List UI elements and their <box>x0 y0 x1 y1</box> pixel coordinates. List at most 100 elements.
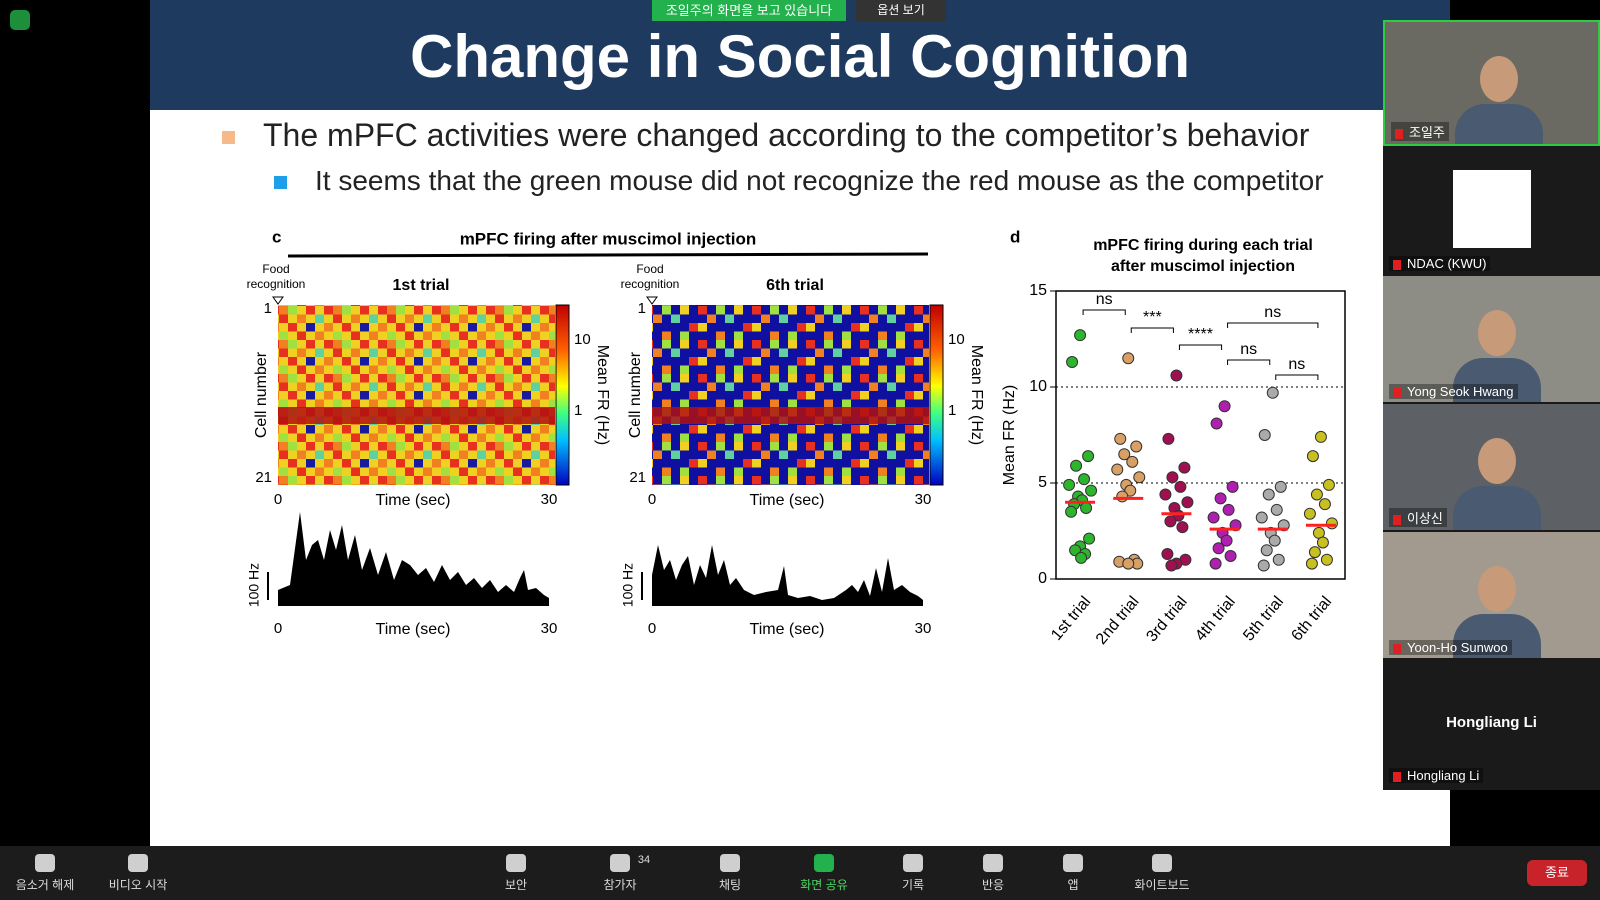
data-point <box>1255 511 1268 524</box>
y-tick-label: 0 <box>1038 570 1047 587</box>
chart-title: mPFC firing during each trial <box>1093 237 1313 254</box>
toolbar-icon[interactable] <box>506 854 526 872</box>
data-point <box>1126 455 1139 468</box>
psth-trace <box>652 545 923 606</box>
data-point <box>1118 448 1131 461</box>
event-marker <box>646 296 658 305</box>
heatmap-band <box>652 407 929 424</box>
toolbar-icon[interactable] <box>983 854 1003 872</box>
significance-bracket <box>1082 309 1126 315</box>
toolbar-icon[interactable] <box>610 854 630 872</box>
participant-display-name: Hongliang Li <box>1446 714 1537 731</box>
data-point <box>1308 546 1321 559</box>
toolbar-icon[interactable] <box>1063 854 1083 872</box>
x-tick-label: 1st trial <box>1048 593 1094 643</box>
data-point <box>1274 480 1287 493</box>
panel-label: c <box>272 227 281 246</box>
toolbar-label[interactable]: 채팅 <box>718 878 742 892</box>
heatmap <box>278 305 555 485</box>
data-point <box>1159 488 1172 501</box>
toolbar-icon[interactable] <box>720 854 740 872</box>
data-point <box>1270 503 1283 516</box>
trial-label: 1st trial <box>393 277 450 294</box>
psth-trace <box>278 512 549 606</box>
event-marker <box>272 296 284 305</box>
bullet-text: The mPFC activities were changed accordi… <box>263 117 1310 153</box>
participant-tile: Hongliang Li Hongliang Li <box>1383 660 1600 786</box>
toolbar-label[interactable]: 화면 공유 <box>800 878 848 892</box>
x-label: Time (sec) <box>376 492 451 509</box>
colorbar-tick: 10 <box>948 331 965 348</box>
data-point <box>1212 542 1225 555</box>
toolbar-icon[interactable] <box>903 854 923 872</box>
data-point <box>1063 478 1076 491</box>
person-head <box>1480 56 1518 102</box>
toolbar-label[interactable]: 화이트보드 <box>1134 878 1190 892</box>
data-point <box>1303 507 1316 520</box>
person-head <box>1478 438 1516 484</box>
data-point <box>1266 386 1279 399</box>
participant-name: Yong Seok Hwang <box>1389 384 1518 399</box>
toolbar-label[interactable]: 기록 <box>901 878 925 892</box>
data-point <box>1226 480 1239 493</box>
participant-name: 이상신 <box>1389 508 1447 527</box>
colorbar-label: Mean FR (Hz) <box>968 345 985 445</box>
data-point <box>1114 432 1127 445</box>
toolbar-icon[interactable] <box>1152 854 1172 872</box>
data-point <box>1075 551 1088 564</box>
toolbar-icon[interactable] <box>814 854 834 872</box>
toolbar-label[interactable]: 음소거 해제 <box>15 878 75 892</box>
time-tick: 30 <box>541 491 558 508</box>
person-head <box>1478 566 1516 612</box>
data-point <box>1222 503 1235 516</box>
y-label: Mean FR (Hz) <box>1001 385 1018 485</box>
cell-tick: 21 <box>629 469 646 486</box>
data-point <box>1214 492 1227 505</box>
participant-tile: 조일주 <box>1383 20 1600 146</box>
data-point <box>1162 432 1175 445</box>
significance-label: ns <box>1240 341 1257 358</box>
toolbar-label[interactable]: 반응 <box>981 878 1005 892</box>
data-point <box>1065 505 1078 518</box>
data-point <box>1085 484 1098 497</box>
slide-title: Change in Social Cognition <box>410 23 1190 90</box>
data-point <box>1122 352 1135 365</box>
data-point <box>1260 544 1273 557</box>
toolbar-label[interactable]: 보안 <box>504 878 528 892</box>
participant-count: 34 <box>637 854 651 866</box>
data-point <box>1310 488 1323 501</box>
figure-title: mPFC firing after muscimol injection <box>460 229 757 248</box>
time-tick: 30 <box>541 620 558 637</box>
colorbar-tick: 1 <box>574 402 582 419</box>
data-point <box>1209 557 1222 570</box>
y-label: Cell number <box>627 351 644 438</box>
significance-bracket <box>1227 359 1271 365</box>
participant-name: 조일주 <box>1391 122 1449 141</box>
significance-label: *** <box>1143 309 1162 326</box>
person-head <box>1478 310 1516 356</box>
data-point <box>1306 450 1319 463</box>
data-point <box>1133 471 1146 484</box>
view-options[interactable]: 옵션 보기 <box>856 0 946 21</box>
time-tick: 0 <box>648 491 656 508</box>
toolbar-icon[interactable] <box>35 854 55 872</box>
toolbar-label[interactable]: 앱 <box>1067 878 1079 892</box>
end-button[interactable]: 종료 <box>1527 860 1587 886</box>
toolbar-label[interactable]: 비디오 시작 <box>108 878 168 892</box>
toolbar-label[interactable]: 참가자 <box>603 878 637 892</box>
data-point <box>1320 553 1333 566</box>
data-point <box>1130 440 1143 453</box>
significance-label: ns <box>1096 291 1113 308</box>
colorbar <box>929 304 944 486</box>
share-banner: 조일주의 화면을 보고 있습니다 <box>652 0 846 21</box>
data-point <box>1318 498 1331 511</box>
significance-bracket <box>1178 344 1223 350</box>
heatmap-band <box>278 407 555 424</box>
data-point <box>1116 490 1129 503</box>
toolbar-icon[interactable] <box>128 854 148 872</box>
data-point <box>1080 501 1093 514</box>
data-point <box>1262 488 1275 501</box>
data-point <box>1218 400 1231 413</box>
colorbar <box>555 304 570 486</box>
sub-bullet-text: It seems that the green mouse did not re… <box>315 165 1324 196</box>
